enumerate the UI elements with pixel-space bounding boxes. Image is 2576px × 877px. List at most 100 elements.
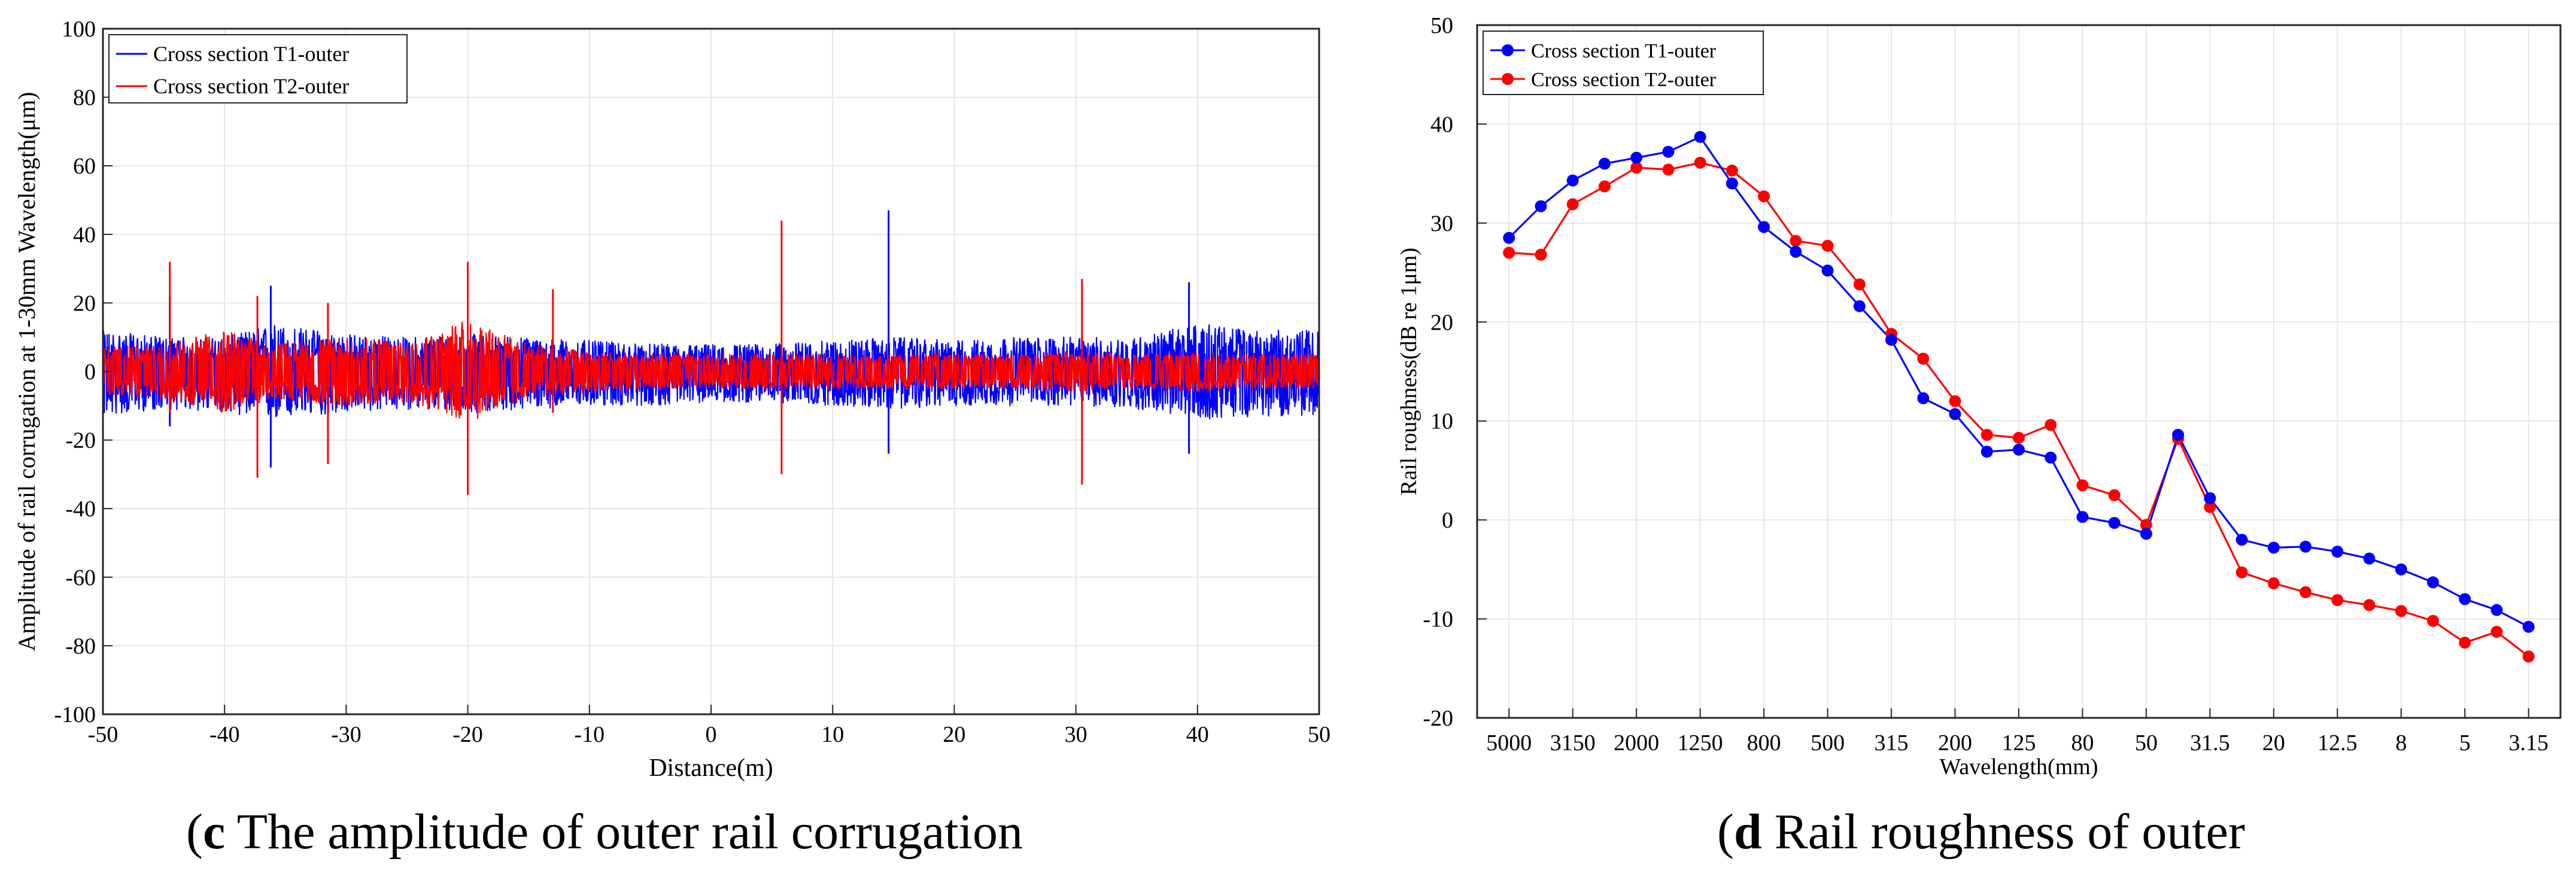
chart-d-data-point (2395, 563, 2407, 575)
chart-d-data-point (1758, 221, 1770, 233)
chart-c-series-trace (102, 324, 1320, 419)
caption-d-text: Rail roughness of outer (1762, 804, 2245, 860)
chart-d-x-tick-label: 50 (2135, 730, 2158, 756)
chart-d-data-point (2013, 431, 2025, 444)
chart-d-data-point (2076, 511, 2089, 523)
chart-d-data-point (2395, 605, 2407, 617)
chart-d-y-tick-label: 50 (1430, 13, 1453, 38)
chart-d-data-point (2331, 546, 2344, 558)
chart-d-x-tick-label: 5 (2459, 730, 2471, 756)
chart-d-data-point (2045, 419, 2057, 431)
chart-d-data-point (1503, 232, 1515, 244)
chart-d-y-ticks: 50 40 30 20 10 0 -10 -20 (1423, 13, 1487, 731)
chart-d-data-point (2267, 541, 2280, 554)
chart-d-data-point (2427, 614, 2440, 627)
caption-c-letter: c (203, 804, 225, 860)
chart-d-x-tick-label: 3150 (1550, 730, 1596, 756)
chart-d-x-tick-label: 8 (2395, 730, 2407, 756)
chart-c-y-tick-label: -20 (65, 428, 96, 453)
chart-d-data-point (1566, 174, 1579, 187)
chart-d-data-point (2108, 489, 2121, 501)
chart-c-x-tick-label: -10 (574, 722, 604, 747)
chart-c-y-tick-label: -100 (54, 702, 96, 727)
chart-d-data-point (1662, 163, 1675, 176)
chart-d-data-point (2204, 501, 2216, 513)
chart-d-data-point (2235, 534, 2248, 546)
chart-d-x-tick-label: 12.5 (2317, 730, 2358, 756)
chart-d-data-point (2331, 594, 2344, 607)
chart-c-y-tick-label: -80 (65, 634, 96, 659)
chart-d-data-point (2522, 650, 2535, 663)
chart-d-legend-label-t1: Cross section T1-outer (1531, 40, 1717, 62)
chart-d-data-point (2045, 451, 2057, 464)
chart-d-data-point (2363, 552, 2375, 565)
chart-d-data-point (1535, 200, 1547, 212)
chart-d-data-point (1598, 157, 1611, 170)
chart-d-data-point (1980, 445, 1993, 458)
chart-d-data-point (1949, 408, 1961, 421)
chart-c-legend-label-t1: Cross section T1-outer (153, 42, 349, 66)
chart-d-data-point (1630, 162, 1643, 174)
chart-d-data-point (1566, 198, 1579, 211)
chart-c-legend-box (108, 34, 408, 103)
chart-d-data-point (1980, 428, 1993, 441)
chart-c-y-tick-label: 0 (84, 360, 96, 385)
chart-c-x-tick-label: -30 (331, 722, 362, 747)
chart-d-data-point (2459, 637, 2471, 649)
chart-d-data-point (2267, 577, 2280, 590)
chart-d-data-point (1917, 392, 1930, 404)
chart-d-y-axis-label: Rail roughness(dB re 1μm) (1396, 248, 1421, 495)
chart-d-data-point (1949, 395, 1961, 407)
chart-c-y-axis-label: Amplitude of rail corrugation at 1-30mm … (13, 92, 40, 651)
chart-d-data-point (2490, 604, 2503, 616)
chart-d-x-tick-label: 80 (2071, 730, 2094, 756)
chart-c-x-tick-label: 0 (706, 722, 717, 747)
chart-d-data-point (2299, 586, 2312, 598)
chart-d-x-tick-label: 1250 (1678, 730, 1723, 756)
chart-d-legend: Cross section T1-outer Cross section T2-… (1483, 31, 1764, 95)
chart-d-data-point (2140, 519, 2152, 531)
chart-d-data-point (2140, 528, 2152, 540)
chart-d-x-tick-label: 3.15 (2509, 730, 2549, 756)
caption-d: (d Rail roughness of outer (1717, 804, 2245, 860)
chart-d-legend-marker-t2 (1502, 73, 1514, 85)
chart-d-data-point (1726, 165, 1738, 177)
chart-c-y-tick-label: 100 (62, 17, 96, 42)
chart-d-data-point (2490, 626, 2503, 638)
chart-d-legend-label-t2: Cross section T2-outer (1531, 69, 1717, 91)
caption-c: (c The amplitude of outer rail corrugati… (186, 804, 1023, 860)
chart-d-x-tick-label: 5000 (1486, 730, 1532, 756)
chart-d-data-point (2108, 517, 2121, 529)
chart-c-y-ticks: 100 80 60 40 20 0 -20 -40 -60 -80 -100 (54, 17, 113, 727)
chart-d-y-tick-label: 0 (1442, 508, 1453, 533)
chart-c-x-tick-label: -40 (209, 722, 240, 747)
chart-d-data-point (1821, 239, 1834, 252)
chart-d-data-point (1790, 245, 1802, 258)
chart-d-data-point (2299, 540, 2312, 553)
chart-c-x-tick-label: 50 (1308, 722, 1330, 747)
chart-c-y-tick-label: 60 (73, 154, 96, 179)
chart-c-x-tick-label: 10 (821, 722, 844, 747)
chart-d-data-point (1853, 300, 1866, 312)
chart-d-data-point (1630, 151, 1643, 164)
chart-d-y-tick-label: -20 (1423, 706, 1453, 731)
caption-c-text: The amplitude of outer rail corrugation (225, 804, 1023, 860)
chart-d-data-point (1758, 190, 1770, 203)
chart-d-data-point (2363, 599, 2375, 611)
chart-d-y-tick-label: 30 (1430, 211, 1453, 236)
caption-d-letter: d (1734, 804, 1762, 860)
chart-d-data-point (2204, 492, 2216, 504)
chart-d-data-point (1821, 264, 1834, 277)
chart-c-x-axis-label: Distance(m) (649, 754, 773, 782)
chart-d-x-tick-label: 200 (1938, 730, 1972, 756)
chart-d-x-tick-label: 500 (1811, 730, 1845, 756)
chart-d-x-tick-label: 315 (1875, 730, 1909, 756)
chart-c-x-tick-label: 40 (1186, 722, 1209, 747)
chart-c-y-tick-label: -60 (65, 565, 96, 590)
chart-d-data-point (1503, 246, 1515, 259)
chart-d-x-tick-label: 20 (2262, 730, 2285, 756)
chart-d: 5000 3150 2000 1250 800 500 315 200 125 80 50 31.5 2… (1396, 13, 2562, 779)
chart-d-data-point (2172, 428, 2185, 441)
chart-d-legend-box (1483, 31, 1764, 95)
